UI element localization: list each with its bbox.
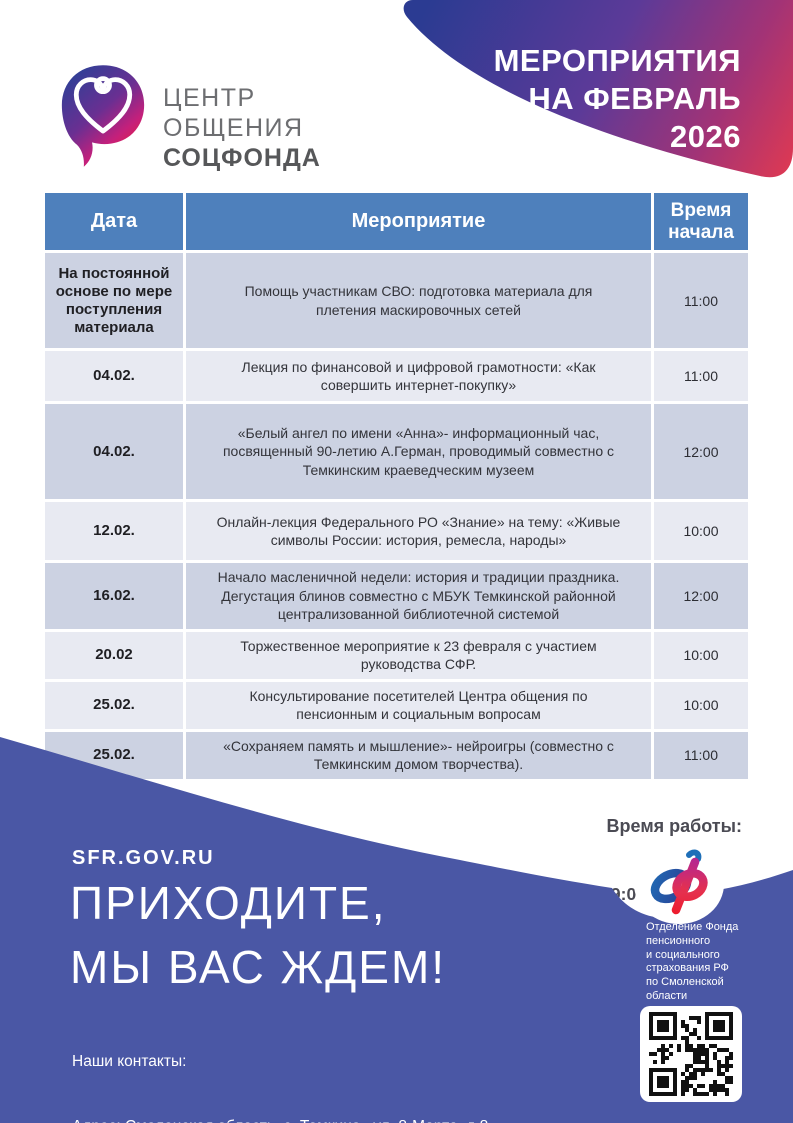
slogan-line-1: ПРИХОДИТЕ, [70,877,387,929]
table-row: 25.02. Консультирование посетителей Цент… [45,681,748,729]
table-row: 04.02. «Белый ангел по имени «Анна»- инф… [45,404,748,499]
header-date: Дата [45,193,183,250]
working-hours-title: Время работы: [606,816,742,836]
table-row: На постоянной основе по мере поступления… [45,253,748,348]
event-description: Начало масленичной недели: история и тра… [186,563,651,629]
header-event: Мероприятие [186,193,651,250]
footer-wave-shape [0,737,793,1123]
event-start-time: 12:00 [654,563,748,629]
event-date: 04.02. [45,351,183,401]
event-description: Помощь участникам СВО: подготовка матери… [186,253,651,348]
table-row: 20.02 Торжественное мероприятие к 23 фев… [45,631,748,679]
contacts-block: Наши контакты: Адрес: Смоленская область… [72,1008,488,1123]
table-row: 12.02. Онлайн-лекция Федерального РО «Зн… [45,502,748,560]
speech-bubble-heart-icon [61,65,145,167]
event-description: «Сохраняем память и мышление»- нейроигры… [186,731,651,779]
event-description: Лекция по финансовой и цифровой грамотно… [186,351,651,401]
event-description: Торжественное мероприятие к 23 февраля с… [186,631,651,679]
qr-code [649,1012,733,1096]
event-start-time: 11:00 [654,253,748,348]
contacts-address: Адрес: Смоленская область, с. Темкино, у… [72,1116,488,1123]
org-name-line-1: ЦЕНТР [163,84,256,112]
table-row: 16.02. Начало масленичной недели: истори… [45,563,748,629]
header-start-time: Время начала [654,193,748,250]
event-start-time: 11:00 [654,731,748,779]
event-start-time: 10:00 [654,502,748,560]
org-name: ЦЕНТР ОБЩЕНИЯ СОЦФОНДА [163,83,321,173]
banner-line-1: МЕРОПРИЯТИЯ [493,43,741,78]
event-description: «Белый ангел по имени «Анна»- информацио… [186,404,651,499]
event-start-time: 11:00 [654,351,748,401]
event-description: Онлайн-лекция Федерального РО «Знание» н… [186,502,651,560]
org-name-line-2: ОБЩЕНИЯ [163,114,304,142]
qr-code-box [640,1006,742,1102]
banner-shape [403,0,793,178]
org-name-line-3: СОЦФОНДА [163,144,321,172]
table-row: 04.02. Лекция по финансовой и цифровой г… [45,351,748,401]
banner-line-2: НА ФЕВРАЛЬ [528,81,741,116]
event-start-time: 12:00 [654,404,748,499]
contacts-title: Наши контакты: [72,1053,187,1070]
event-date: 20.02 [45,631,183,679]
event-date: 04.02. [45,404,183,499]
event-date: 25.02. [45,681,183,729]
banner-line-3: 2026 [670,119,741,154]
event-date: 12.02. [45,502,183,560]
events-table: Дата Мероприятие Время начала На постоян… [45,193,748,782]
website-url: SFR.GOV.RU [72,847,215,869]
event-start-time: 10:00 [654,681,748,729]
event-date: 16.02. [45,563,183,629]
table-header-row: Дата Мероприятие Время начала [45,193,748,250]
slogan-line-2: МЫ ВАС ЖДЕМ! [70,941,447,993]
event-date: На постоянной основе по мере поступления… [45,253,183,348]
banner-title: МЕРОПРИЯТИЯ НА ФЕВРАЛЬ 2026 [494,42,741,156]
event-description: Консультирование посетителей Центра обще… [186,681,651,729]
table-body: На постоянной основе по мере поступления… [45,253,748,779]
department-name: Отделение Фонда пенсионного и социальног… [646,921,739,1002]
sfr-fund-logo-icon [650,849,708,915]
event-start-time: 10:00 [654,631,748,679]
